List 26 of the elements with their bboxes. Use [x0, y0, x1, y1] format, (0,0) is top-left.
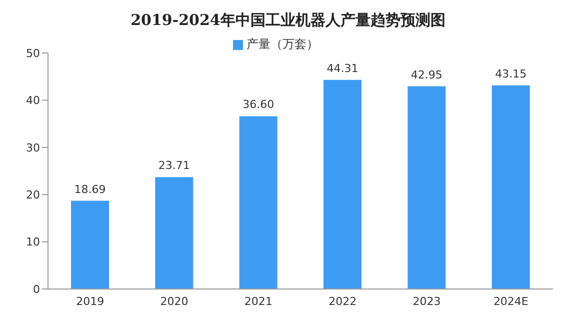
y-tick-label: 30: [26, 141, 40, 154]
bar: [492, 85, 530, 289]
bar: [71, 200, 109, 289]
text: 18.69: [74, 182, 106, 196]
x-tick-label: 2023: [412, 294, 441, 308]
x-tick-label: 2022: [328, 294, 357, 308]
x-tick-label: 2020: [160, 294, 188, 308]
x-tick-label: 2024E: [493, 294, 528, 308]
text: 42.95: [410, 68, 442, 82]
x-tick-label: 2021: [244, 294, 272, 308]
bar: [155, 177, 194, 289]
y-tick-label: 50: [26, 46, 40, 60]
bar: [408, 86, 446, 289]
x-tick-label: 2019: [76, 294, 104, 308]
text: 44.31: [326, 62, 358, 75]
text: 23.71: [158, 159, 190, 172]
text: 43.15: [495, 67, 527, 80]
y-tick-label: 10: [26, 236, 40, 249]
chart-title: 2019-2024年中国工业机器人产量趋势预测图: [130, 10, 446, 31]
y-tick-label: 40: [26, 94, 40, 108]
y-tick-label: 0: [33, 282, 40, 296]
bar: [239, 116, 278, 289]
legend-label: 产量（万套）: [246, 37, 318, 51]
bar: [324, 80, 362, 289]
text: 36.60: [242, 98, 274, 112]
y-tick-label: 20: [26, 188, 40, 202]
